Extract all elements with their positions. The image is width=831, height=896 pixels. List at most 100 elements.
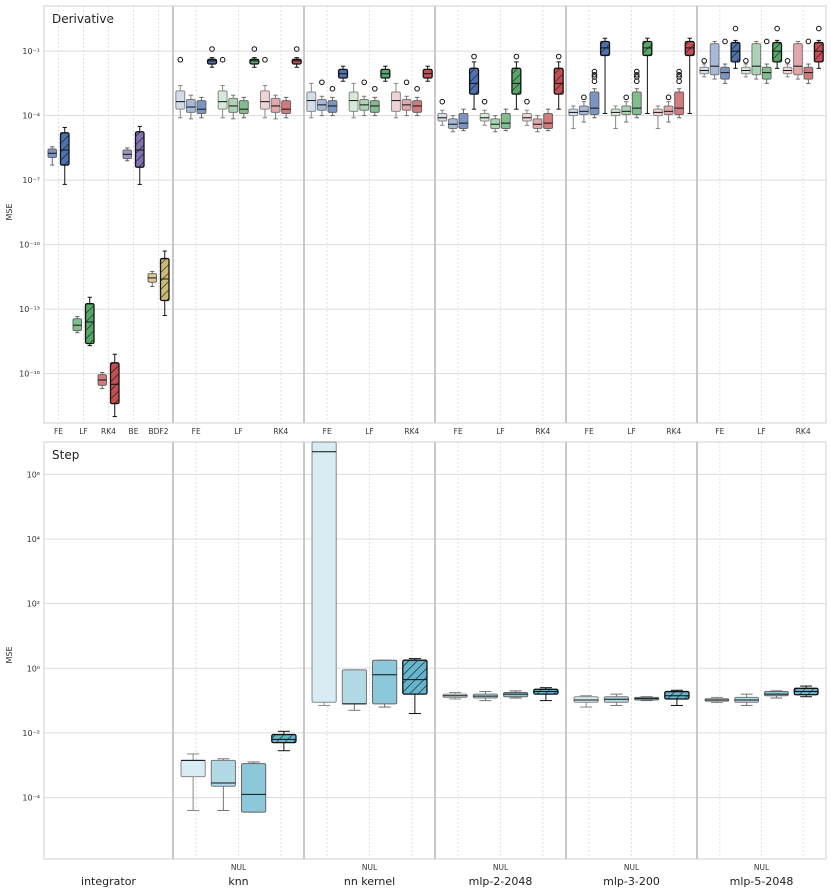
- box-knn-1.375: [228, 94, 239, 120]
- box-body: [238, 100, 249, 114]
- panel-knn: NUL: [180, 442, 297, 872]
- box-mlp-5-2048-0.375: [734, 693, 760, 706]
- box-mlp-3-200-2.375: [663, 94, 674, 123]
- box-mlp-3-200-0.625: [589, 68, 600, 119]
- group-label: nn kernel: [344, 875, 395, 888]
- box-hatch: [814, 42, 824, 62]
- x-tick-label: LF: [757, 427, 766, 436]
- box-knn-0.125: [180, 753, 206, 812]
- box-flier: [676, 74, 682, 80]
- x-tick-label: RK4: [666, 427, 681, 436]
- box-body: [751, 43, 762, 76]
- box-mlp-2-2048-1.875: [511, 53, 522, 110]
- group-label: mlp-2-2048: [469, 875, 533, 888]
- subplot-0: 10⁻¹ 10⁻⁴ 10⁻⁷ 10⁻¹⁰ 10⁻¹³ 10⁻¹⁶ MSE Derivative…: [5, 5, 827, 436]
- box-body: [437, 112, 448, 122]
- box-body: [291, 58, 302, 65]
- box-nn-kernel-0.875: [402, 658, 428, 715]
- box-mlp-5-2048-0.875: [793, 685, 819, 698]
- box-flier: [262, 56, 268, 63]
- box-hatch: [600, 41, 610, 56]
- box-flier: [774, 25, 780, 32]
- box-body: [260, 90, 270, 110]
- x-tick-label: NUL: [624, 863, 640, 872]
- box-flier: [581, 94, 587, 101]
- box-body: [479, 112, 490, 122]
- box-mlp-2-2048-1.125: [479, 98, 490, 126]
- box-body: [327, 100, 338, 113]
- box-knn-0.625: [196, 96, 207, 119]
- box-integrator-0.25: [47, 146, 57, 166]
- box-hatch: [731, 42, 740, 62]
- box-mlp-5-2048-0.625: [763, 690, 789, 699]
- y-tick-label: 10⁶: [27, 470, 40, 479]
- box-knn-0.375: [185, 94, 196, 120]
- box-body: [348, 91, 359, 112]
- box-flier: [209, 46, 215, 52]
- x-tick-label: LF: [79, 427, 88, 436]
- box-mlp-3-200-2.875: [684, 37, 695, 114]
- box-knn-2.375: [270, 94, 281, 120]
- box-hatch: [685, 41, 695, 56]
- box-mlp-2-2048-2.375: [532, 115, 543, 133]
- box-flier: [763, 38, 770, 45]
- box-body: [458, 112, 469, 130]
- x-tick-label: NUL: [231, 863, 247, 872]
- box-knn-2.625: [281, 96, 292, 119]
- subplot-1: 10⁶ 10⁴ 10² 10⁰ 10⁻² 10⁻⁴ MSE Step NUL NUL NUL NUL N…: [5, 441, 827, 872]
- box-flier: [319, 79, 325, 86]
- box-hatch: [511, 68, 521, 95]
- y-tick-label: 10⁻⁷: [22, 176, 40, 185]
- x-tick-label: RK4: [404, 427, 419, 436]
- box-flier: [591, 68, 598, 75]
- box-knn-2.125: [260, 56, 270, 119]
- box-hatch: [402, 660, 427, 695]
- box-nn-kernel-0.875: [337, 65, 349, 82]
- box-body: [185, 99, 196, 113]
- box-flier: [665, 94, 672, 101]
- box-mlp-2-2048-1.625: [500, 108, 511, 132]
- panel-mlp-5-2048: FE LF RK4: [699, 6, 824, 436]
- box-mlp-5-2048-1.875: [772, 25, 783, 69]
- box-mlp-5-2048-2.375: [793, 40, 803, 80]
- box-flier: [633, 74, 640, 80]
- box-mlp-3-200-0.375: [578, 94, 589, 123]
- box-mlp-3-200-0.875: [599, 37, 611, 114]
- box-nn-kernel-1.375: [359, 79, 370, 117]
- subplot-title: Derivative: [52, 12, 114, 26]
- x-tick-label: BDF2: [148, 427, 168, 436]
- box-body: [72, 318, 82, 332]
- box-nn-kernel-1.125: [348, 82, 359, 119]
- box-mlp-2-2048-0.625: [458, 108, 469, 132]
- box-body: [543, 112, 554, 130]
- x-tick-label: RK4: [273, 427, 288, 436]
- box-hatch: [772, 42, 782, 62]
- box-nn-kernel-1.625: [369, 85, 380, 117]
- box-body: [532, 118, 543, 130]
- y-tick-label: 10⁻¹⁰: [19, 241, 40, 250]
- box-mlp-5-2048-0.125: [704, 696, 730, 704]
- box-hatch: [85, 303, 94, 344]
- x-tick-label: RK4: [101, 427, 116, 436]
- box-hatch: [554, 68, 564, 95]
- box-flier: [414, 85, 420, 92]
- box-flier: [513, 53, 520, 60]
- box-body: [803, 66, 814, 80]
- box-mlp-5-2048-2.125: [782, 58, 793, 78]
- box-hatch: [160, 258, 169, 301]
- x-tick-label: FE: [192, 427, 201, 436]
- box-flier: [591, 74, 598, 80]
- x-tick-label: FE: [323, 427, 332, 436]
- box-mlp-3-200-0.125: [573, 695, 599, 708]
- box-body: [306, 91, 317, 112]
- box-body: [206, 58, 218, 65]
- box-mlp-5-2048-0.875: [730, 25, 741, 69]
- box-knn-0.875: [271, 730, 297, 752]
- box-body: [175, 90, 186, 110]
- box-mlp-3-200-0.625: [634, 696, 660, 702]
- box-flier: [633, 71, 640, 78]
- box-integrator-1.25: [72, 316, 82, 334]
- box-flier: [701, 58, 708, 64]
- x-tick-label: BE: [129, 427, 139, 436]
- box-flier: [815, 25, 822, 32]
